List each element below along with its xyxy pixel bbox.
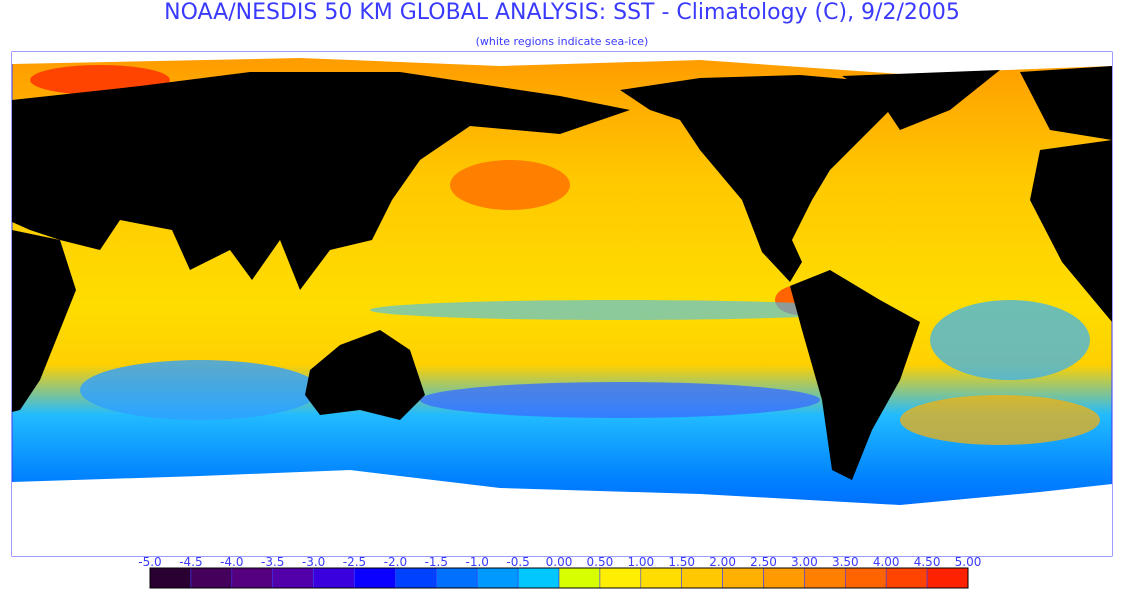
south-america <box>790 270 920 480</box>
colorbar-swatch <box>681 567 723 589</box>
colorbar-frame <box>149 567 969 589</box>
australia <box>305 330 425 420</box>
colorbar-tick-label: -4.0 <box>220 555 243 569</box>
arctic-ice <box>12 52 1112 74</box>
colorbar-tick-label: 2.50 <box>750 555 777 569</box>
colorbar-tick-label: 3.00 <box>791 555 818 569</box>
colorbar-swatch <box>763 567 805 589</box>
warm-anomaly <box>450 160 570 210</box>
colorbar-tick-label: -2.5 <box>343 555 366 569</box>
colorbar-swatch <box>272 567 314 589</box>
colorbar-swatch <box>804 567 846 589</box>
title: NOAA/NESDIS 50 KM GLOBAL ANALYSIS: SST -… <box>164 0 960 25</box>
eurasia <box>12 72 630 290</box>
colorbar-swatch <box>640 567 682 589</box>
colorbar-swatch <box>395 567 437 589</box>
colorbar-tick-label: -1.0 <box>465 555 488 569</box>
map <box>11 51 1113 557</box>
subtitle: (white regions indicate sea-ice) <box>476 35 649 48</box>
colorbar-tick-label: -5.0 <box>138 555 161 569</box>
africa <box>12 230 76 412</box>
colorbar-swatch <box>231 567 274 589</box>
colorbar-swatch <box>558 567 601 589</box>
colorbar-tick-label: 4.50 <box>914 555 941 569</box>
colorbar-swatch <box>435 567 478 589</box>
colorbar-tick-label: 1.00 <box>627 555 654 569</box>
colorbar-tick-label: -3.5 <box>261 555 284 569</box>
colorbar-tick-label: -4.5 <box>179 555 202 569</box>
colorbar-swatch <box>926 567 969 589</box>
greenland <box>842 70 1000 130</box>
warm-anomaly <box>900 395 1100 445</box>
colorbar-swatch <box>885 567 928 589</box>
cold-anomaly <box>370 300 870 320</box>
antarctic-ice <box>12 470 1112 556</box>
colorbar-tick-label: 0.00 <box>546 555 573 569</box>
colorbar-tick-label: -3.0 <box>302 555 325 569</box>
colorbar-swatch <box>599 567 642 589</box>
colorbar-tick-label: 4.00 <box>873 555 900 569</box>
colorbar-tick-label: -1.5 <box>425 555 448 569</box>
colorbar-swatch <box>722 567 764 589</box>
colorbar-swatch <box>844 567 887 589</box>
colorbar-swatch <box>149 567 192 589</box>
colorbar-swatch <box>313 567 355 589</box>
cold-anomaly <box>930 300 1090 380</box>
colorbar-tick-label: -0.5 <box>506 555 529 569</box>
colorbar-swatch <box>354 567 396 589</box>
europe <box>1020 66 1112 140</box>
north-america <box>620 75 900 282</box>
colorbar-tick-label: 0.50 <box>587 555 614 569</box>
colorbar-tick-label: 1.50 <box>668 555 695 569</box>
colorbar: -5.0 -4.5 -4.0 -3.5 -3.0 -2.5 -2.0 -1.5 -1.0 -0.5… <box>138 555 982 589</box>
africa-east <box>1030 140 1112 322</box>
cold-anomaly <box>420 382 820 418</box>
colorbar-tick-label: 5.00 <box>955 555 982 569</box>
colorbar-tick-label: 2.00 <box>709 555 736 569</box>
colorbar-tick-label: -2.0 <box>384 555 407 569</box>
colorbar-swatch <box>190 567 233 589</box>
colorbar-tick-label: 3.50 <box>832 555 859 569</box>
colorbar-swatch <box>476 567 519 589</box>
cold-anomaly <box>80 360 320 420</box>
colorbar-swatch <box>517 567 560 589</box>
